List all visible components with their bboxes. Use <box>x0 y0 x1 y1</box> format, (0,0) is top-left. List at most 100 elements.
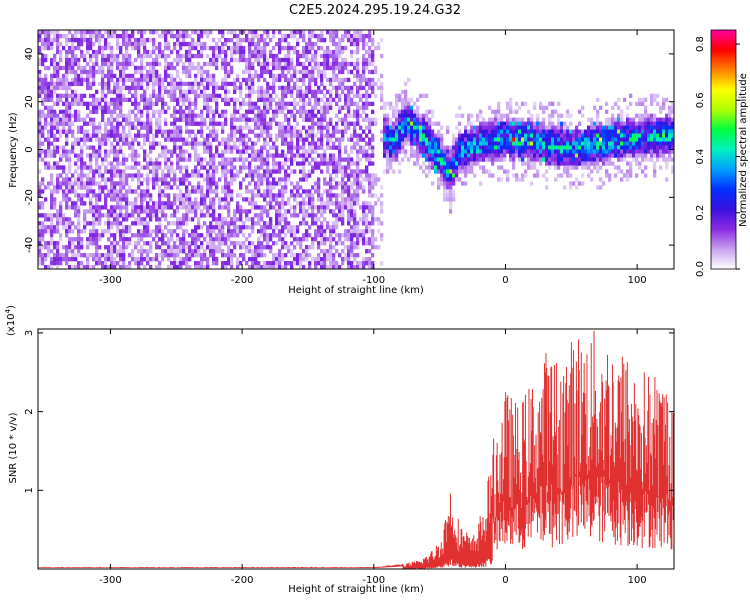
spectrogram-cell <box>503 137 507 142</box>
spectrogram-cell <box>278 109 282 114</box>
spectrogram-cell <box>272 57 276 63</box>
spectrogram-cell <box>341 213 345 218</box>
spectrogram-cell <box>215 109 219 114</box>
spectrogram-cell <box>101 261 105 266</box>
spectrogram-cell <box>50 109 54 114</box>
spectrogram-cell <box>314 149 318 154</box>
spectrogram-cell <box>125 73 129 79</box>
spectrogram-cell <box>347 37 351 43</box>
spectrogram-cell <box>281 197 285 202</box>
spectrogram-cell <box>482 121 486 126</box>
spectrogram-cell <box>62 213 66 218</box>
spectrogram-cell <box>215 169 219 174</box>
spectrogram-cell <box>113 145 117 150</box>
spectrogram-cell <box>212 61 216 67</box>
spectrogram-cell <box>341 105 345 110</box>
spectrogram-cell <box>284 57 288 63</box>
spectrogram-cell <box>353 101 357 106</box>
spectrogram-cell <box>332 141 336 146</box>
spectrogram-cell <box>473 133 477 138</box>
spectrogram-cell <box>224 233 228 238</box>
spectrogram-cell <box>446 169 450 174</box>
spectrogram-cell <box>398 149 402 154</box>
spectrogram-cell <box>257 73 261 79</box>
spectrogram-cell <box>332 125 336 130</box>
spectrogram-cell <box>158 229 162 234</box>
spectrogram-cell <box>494 117 498 122</box>
spectrogram-cell <box>419 117 423 122</box>
spectrogram-cell <box>266 69 270 75</box>
spectrogram-cell <box>338 165 342 170</box>
spectrogram-cell <box>350 209 354 214</box>
spectrogram-cell <box>269 61 273 67</box>
spectrogram-cell <box>77 61 81 67</box>
spectrogram-cell <box>413 129 417 134</box>
spectrogram-cell <box>221 241 225 246</box>
spectrogram-cell <box>50 41 54 47</box>
spectrogram-cell <box>347 89 351 95</box>
spectrogram-cell <box>50 265 54 270</box>
spectrogram-cell <box>251 73 255 79</box>
spectrogram-cell <box>203 77 207 83</box>
spectrogram-cell <box>446 181 450 186</box>
spectrogram-cell <box>107 133 111 138</box>
spectrogram-cell <box>98 129 102 134</box>
spectrogram-cell <box>470 145 474 150</box>
spectrogram-cell <box>218 177 222 182</box>
spectrogram-cell <box>185 53 189 59</box>
spectrogram-cell <box>215 237 219 242</box>
spectrogram-cell <box>254 213 258 218</box>
spectrogram-cell <box>209 185 213 190</box>
spectrogram-cell <box>116 129 120 134</box>
spectrogram-cell <box>296 57 300 63</box>
spectrogram-cell <box>80 53 84 59</box>
spectrogram-cell <box>320 73 324 79</box>
spectrogram-cell <box>134 133 138 138</box>
spectrogram-cell <box>101 141 105 146</box>
spectrogram-cell <box>104 213 108 218</box>
spectrogram-cell <box>401 141 405 146</box>
spectrogram-cell <box>329 249 333 254</box>
spectrogram-cell <box>89 229 93 234</box>
spectrogram-cell <box>464 141 468 146</box>
spectrogram-cell <box>347 153 351 158</box>
spectrogram-cell <box>488 169 492 174</box>
spectrogram-cell <box>362 65 366 71</box>
spectrogram-cell <box>104 85 108 91</box>
spectrogram-cell <box>68 61 72 67</box>
spectrogram-cell <box>335 30 339 35</box>
spectrogram-cell <box>170 265 174 270</box>
spectrogram-cell <box>107 41 111 47</box>
spectrogram-cell <box>245 145 249 150</box>
spectrogram-cell <box>470 149 474 154</box>
spectrogram-cell <box>131 73 135 79</box>
spectrogram-cell <box>68 225 72 230</box>
spectrogram-cell <box>245 173 249 178</box>
spectrogram-cell <box>266 165 270 170</box>
spectrogram-cell <box>245 217 249 222</box>
spectrogram-cell <box>308 97 312 102</box>
spectrogram-cell <box>233 125 237 130</box>
spectrogram-cell <box>431 149 435 154</box>
spectrogram-cell <box>146 261 150 266</box>
spectrogram-cell <box>221 129 225 134</box>
spectrogram-cell <box>335 93 339 99</box>
spectrogram-cell <box>401 121 405 126</box>
spectrogram-cell <box>335 217 339 222</box>
spectrogram-cell <box>53 137 57 142</box>
spectrogram-cell <box>71 145 75 150</box>
spectrogram-cell <box>380 93 384 99</box>
spectrogram-cell <box>275 93 279 99</box>
spectrogram-cell <box>353 125 357 130</box>
spectrogram-cell <box>146 81 150 87</box>
spectrogram-cell <box>317 89 321 95</box>
spectrogram-cell <box>236 201 240 206</box>
spectrogram-cell <box>335 173 339 178</box>
spectrogram-cell <box>194 30 198 35</box>
spectrogram-cell <box>503 113 507 118</box>
spectrogram-cell <box>221 77 225 83</box>
spectrogram-cell <box>230 121 234 126</box>
spectrogram-cell <box>74 153 78 158</box>
spectrogram-cell <box>494 141 498 146</box>
spectrogram-cell <box>446 149 450 154</box>
